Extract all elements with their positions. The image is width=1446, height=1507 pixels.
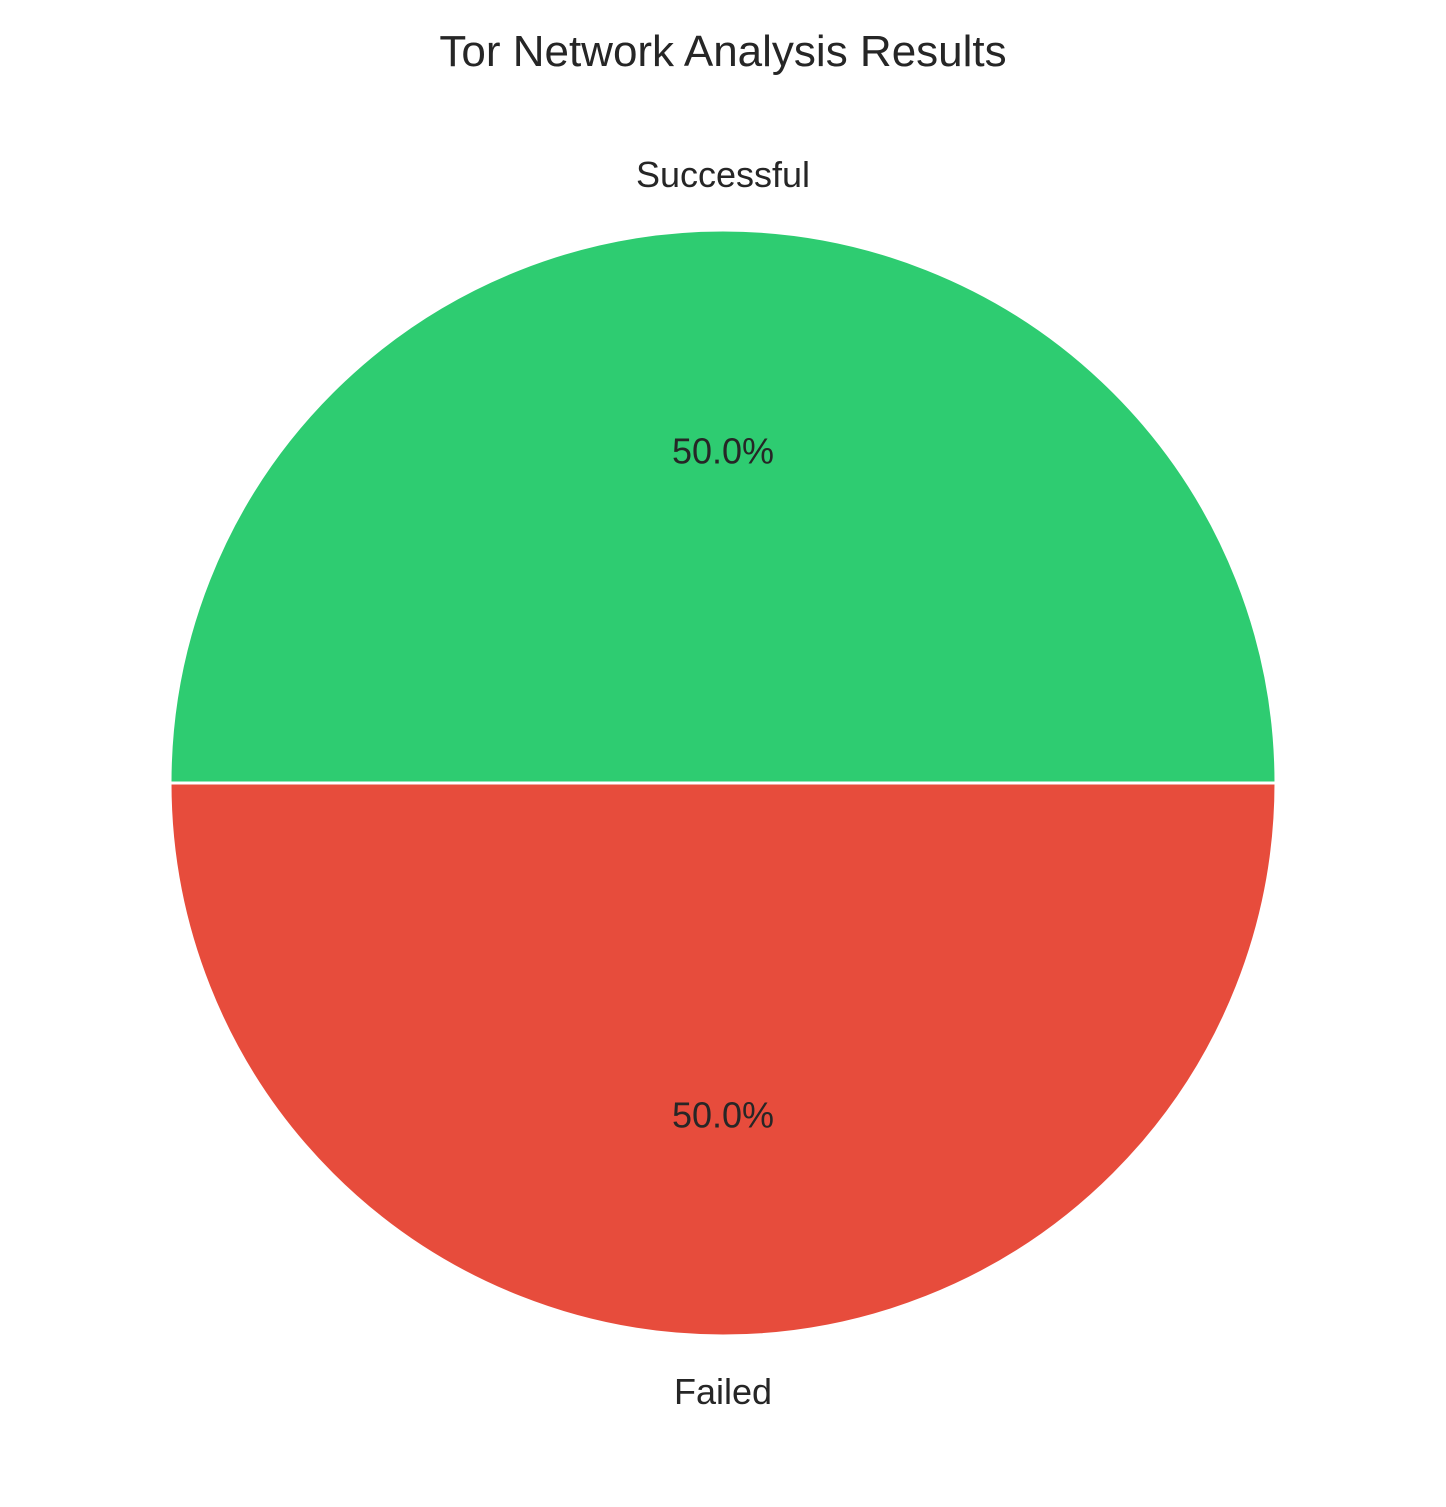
pie-slices bbox=[168, 228, 1278, 1338]
pie-labels: Successful 50.0% Failed 50.0% bbox=[636, 154, 810, 1412]
pct-label-failed: 50.0% bbox=[672, 1094, 774, 1135]
pie-slice-successful bbox=[168, 228, 1278, 785]
pct-label-successful: 50.0% bbox=[672, 431, 774, 472]
chart-title: Tor Network Analysis Results bbox=[439, 27, 1006, 76]
pie-slice-failed bbox=[168, 781, 1278, 1338]
slice-label-successful: Successful bbox=[636, 154, 810, 195]
slice-label-failed: Failed bbox=[674, 1371, 772, 1412]
